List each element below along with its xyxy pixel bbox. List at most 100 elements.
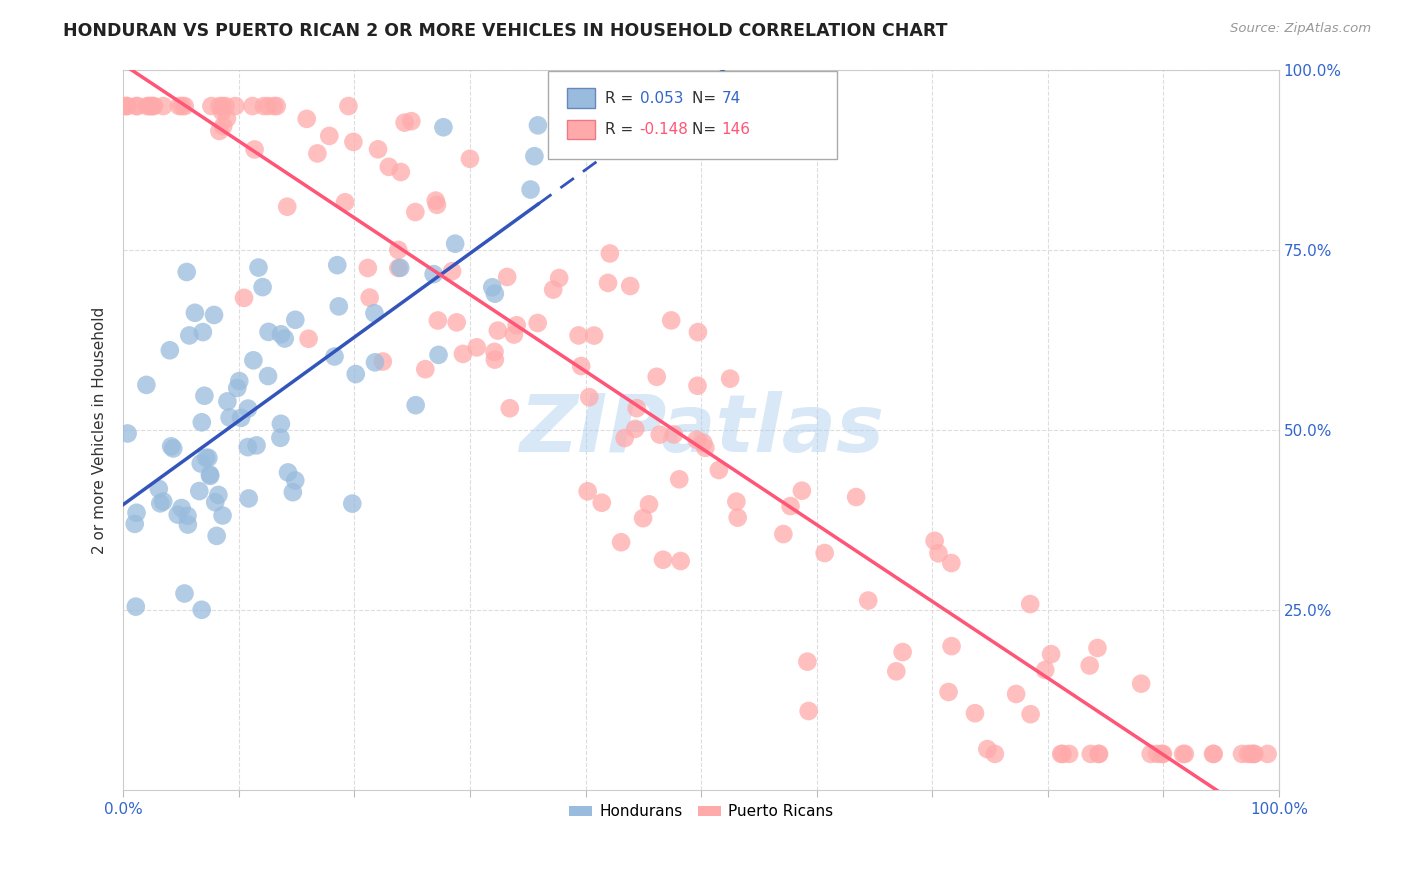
Point <box>179 328 201 343</box>
Point <box>1088 747 1111 761</box>
Point <box>441 264 464 278</box>
Text: N=: N= <box>692 122 721 136</box>
Point <box>125 506 148 520</box>
Point <box>238 491 260 506</box>
Point <box>938 685 960 699</box>
Point <box>142 99 165 113</box>
Point <box>659 313 682 327</box>
Point <box>135 377 157 392</box>
Point <box>217 394 239 409</box>
Point <box>215 112 238 126</box>
Point <box>638 497 661 511</box>
Point <box>526 316 548 330</box>
Point <box>1057 747 1080 761</box>
Point <box>148 482 170 496</box>
Point <box>686 378 709 392</box>
Point <box>139 99 162 113</box>
Point <box>422 267 444 281</box>
Point <box>576 484 599 499</box>
Point <box>214 99 236 113</box>
Point <box>426 313 449 327</box>
Point <box>253 99 276 113</box>
Point <box>195 450 218 465</box>
Point <box>548 271 571 285</box>
Point <box>599 246 621 260</box>
Point <box>342 497 364 511</box>
Text: 146: 146 <box>721 122 751 136</box>
Point <box>193 389 215 403</box>
Point <box>318 128 340 143</box>
Point <box>790 483 813 498</box>
Point <box>211 104 233 119</box>
Point <box>117 426 139 441</box>
Text: -0.148: -0.148 <box>640 122 689 136</box>
Point <box>160 439 183 453</box>
Point <box>378 160 401 174</box>
Point <box>884 665 907 679</box>
Point <box>963 706 986 721</box>
Point <box>984 747 1007 761</box>
Text: R =: R = <box>605 91 638 105</box>
Point <box>619 279 641 293</box>
Point <box>170 99 193 113</box>
Point <box>243 143 266 157</box>
Point <box>610 535 633 549</box>
Point <box>695 441 717 455</box>
Point <box>662 427 685 442</box>
Point <box>1019 707 1042 722</box>
Point <box>176 508 198 523</box>
Point <box>263 99 285 113</box>
Point <box>274 331 297 345</box>
Text: R =: R = <box>605 122 638 136</box>
Point <box>631 511 654 525</box>
Point <box>1052 747 1074 761</box>
Point <box>446 315 468 329</box>
Point <box>257 99 280 113</box>
Point <box>432 120 454 135</box>
Text: ZIPatlas: ZIPatlas <box>519 391 883 469</box>
Point <box>124 516 146 531</box>
Point <box>364 355 387 369</box>
Point <box>191 325 214 339</box>
Point <box>233 291 256 305</box>
Point <box>645 369 668 384</box>
Point <box>224 99 246 113</box>
Point <box>200 99 222 113</box>
Point <box>727 510 749 524</box>
Point <box>270 417 292 431</box>
Text: N=: N= <box>692 91 721 105</box>
Point <box>173 99 195 113</box>
Point <box>257 369 280 384</box>
Point <box>1152 747 1174 761</box>
Point <box>845 490 868 504</box>
Point <box>190 457 212 471</box>
Point <box>245 438 267 452</box>
Point <box>718 371 741 385</box>
Point <box>426 198 449 212</box>
Point <box>484 344 506 359</box>
Point <box>569 359 592 373</box>
Point <box>1202 747 1225 761</box>
Point <box>236 440 259 454</box>
Point <box>458 152 481 166</box>
Point <box>112 99 135 113</box>
Point <box>1152 747 1174 761</box>
Point <box>389 165 412 179</box>
Point <box>176 265 198 279</box>
Point <box>177 517 200 532</box>
Point <box>1040 647 1063 661</box>
Point <box>1087 747 1109 761</box>
Point <box>159 343 181 358</box>
Point <box>451 347 474 361</box>
Point <box>276 200 298 214</box>
Point <box>1237 747 1260 761</box>
Point <box>1146 747 1168 761</box>
Point <box>208 99 231 113</box>
Point <box>484 286 506 301</box>
Point <box>503 327 526 342</box>
Point <box>1050 747 1073 761</box>
Point <box>523 149 546 163</box>
Point <box>228 374 250 388</box>
Point <box>125 99 148 113</box>
Point <box>247 260 270 275</box>
